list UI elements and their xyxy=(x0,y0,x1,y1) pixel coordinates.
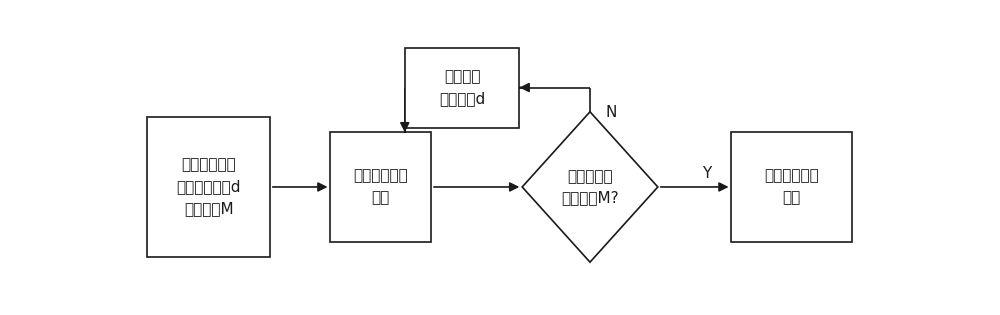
FancyBboxPatch shape xyxy=(405,48,519,128)
Polygon shape xyxy=(522,112,658,262)
FancyBboxPatch shape xyxy=(147,117,270,257)
Text: 初始化系统，: 初始化系统， xyxy=(181,158,236,173)
FancyBboxPatch shape xyxy=(330,132,431,242)
Text: 计算线宽测量: 计算线宽测量 xyxy=(764,169,819,184)
Text: 信号: 信号 xyxy=(372,190,390,205)
Text: 采集透射强度: 采集透射强度 xyxy=(353,169,408,184)
Text: 结果: 结果 xyxy=(782,190,801,205)
Text: 到设置值M?: 到设置值M? xyxy=(561,190,619,205)
Text: 设定扫描步长d: 设定扫描步长d xyxy=(176,180,241,194)
Text: N: N xyxy=(606,105,617,120)
Text: 与采样数M: 与采样数M xyxy=(184,201,234,216)
Text: Y: Y xyxy=(702,166,712,181)
Text: 移动步长d: 移动步长d xyxy=(439,91,485,106)
FancyBboxPatch shape xyxy=(731,132,852,242)
Text: 位移平台: 位移平台 xyxy=(444,69,480,84)
Text: 采样数目达: 采样数目达 xyxy=(567,169,613,184)
